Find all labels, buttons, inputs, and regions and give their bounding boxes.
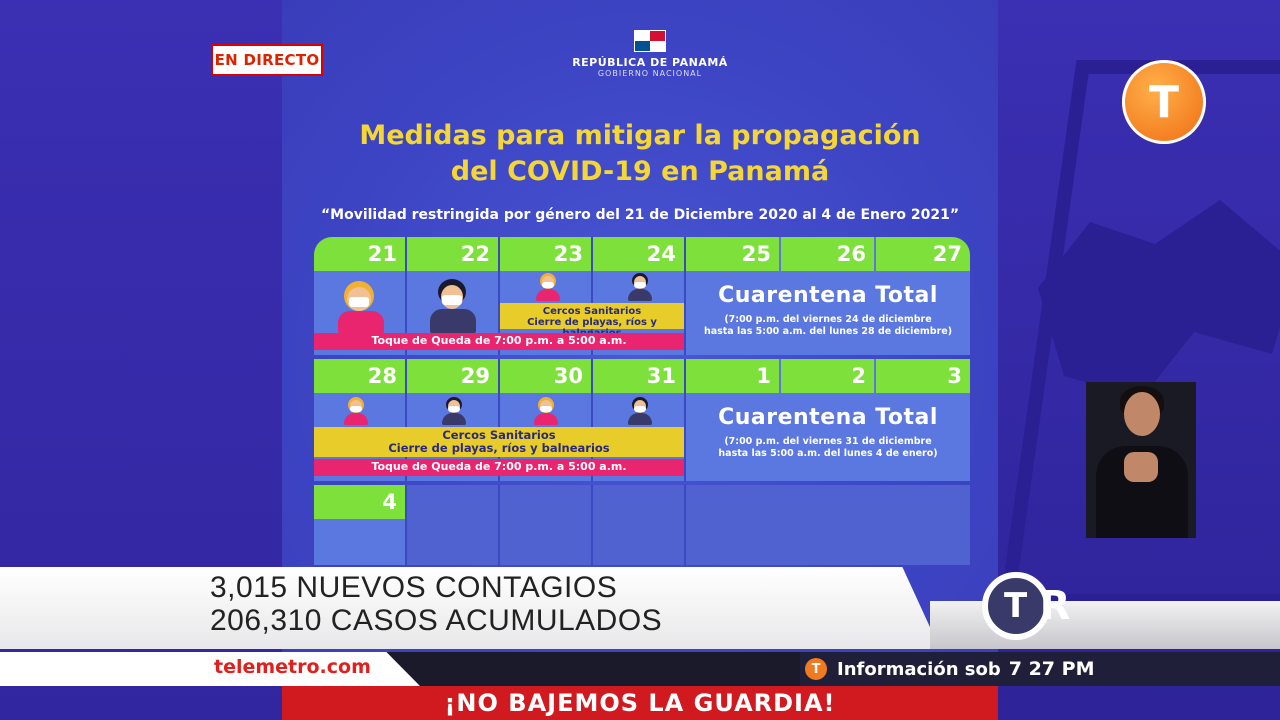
woman-icon bbox=[534, 397, 558, 427]
headline-text: 3,015 NUEVOS CONTAGIOS 206,310 CASOS ACU… bbox=[210, 571, 663, 637]
government-name: REPÚBLICA DE PANAMÁ bbox=[572, 56, 728, 69]
live-badge: EN DIRECTO bbox=[211, 44, 323, 76]
woman-icon bbox=[344, 397, 368, 427]
slogan-banner: ¡NO BAJEMOS LA GUARDIA! bbox=[282, 686, 998, 720]
cercos-sanitarios-banner: Cercos Sanitarios Cierre de playas, ríos… bbox=[314, 427, 684, 457]
man-icon bbox=[442, 397, 466, 427]
calendar-empty-cell bbox=[686, 485, 970, 565]
clock-time: 7 27 PM bbox=[1008, 658, 1095, 680]
calendar-empty-cell bbox=[593, 485, 686, 565]
calendar-empty-cell bbox=[500, 485, 593, 565]
man-icon bbox=[628, 397, 652, 427]
graphic-subtitle: “Movilidad restringida por género del 21… bbox=[320, 207, 960, 223]
cuarentena-block: 25 26 27 Cuarentena Total (7:00 p.m. del… bbox=[686, 237, 970, 355]
government-header: REPÚBLICA DE PANAMÁ GOBIERNO NACIONAL bbox=[560, 30, 740, 78]
calendar-week-3: 4 bbox=[314, 485, 970, 565]
info-ticker: T Información sob 7 27 PM bbox=[800, 652, 1280, 686]
website-strip: telemetro.com bbox=[0, 652, 420, 686]
cuarentena-detail: (7:00 p.m. del viernes 31 de diciembre h… bbox=[718, 436, 938, 459]
cercos-sanitarios-banner: Cercos Sanitarios Cierre de playas, ríos… bbox=[500, 303, 684, 339]
panama-flag-icon bbox=[634, 30, 666, 52]
website-link[interactable]: telemetro.com bbox=[214, 656, 371, 678]
calendar-week-2: 28 29 30 31 1 2 3 Cuarentena Total (7:00… bbox=[314, 359, 970, 481]
cuarentena-title: Cuarentena Total bbox=[718, 405, 938, 430]
calendar-week-1: 21 22 23 24 25 26 27 Cuarentena Total (7… bbox=[314, 237, 970, 355]
info-ticker-text: Información sob bbox=[837, 658, 1001, 680]
woman-icon bbox=[536, 273, 560, 303]
government-subname: GOBIERNO NACIONAL bbox=[597, 69, 703, 78]
telemetro-small-icon: T bbox=[805, 658, 827, 680]
man-icon bbox=[628, 273, 652, 303]
telemetro-logo-icon: T bbox=[1122, 60, 1206, 144]
graphic-title: Medidas para mitigar la propagación del … bbox=[359, 120, 921, 187]
sign-language-interpreter bbox=[1086, 382, 1196, 538]
cuarentena-title: Cuarentena Total bbox=[718, 283, 938, 308]
toque-de-queda-banner: Toque de Queda de 7:00 p.m. a 5:00 a.m. bbox=[314, 333, 684, 350]
calendar-day-cell: 4 bbox=[314, 485, 407, 565]
calendar-empty-cell bbox=[407, 485, 500, 565]
woman-icon bbox=[336, 281, 386, 333]
man-icon bbox=[428, 279, 478, 333]
cuarentena-detail: (7:00 p.m. del viernes 24 de diciembre h… bbox=[703, 314, 953, 337]
cuarentena-block: 1 2 3 Cuarentena Total (7:00 p.m. del vi… bbox=[686, 359, 970, 481]
headline-ticker: 3,015 NUEVOS CONTAGIOS 206,310 CASOS ACU… bbox=[0, 567, 1280, 649]
toque-de-queda-banner: Toque de Queda de 7:00 p.m. a 5:00 a.m. bbox=[314, 459, 684, 476]
